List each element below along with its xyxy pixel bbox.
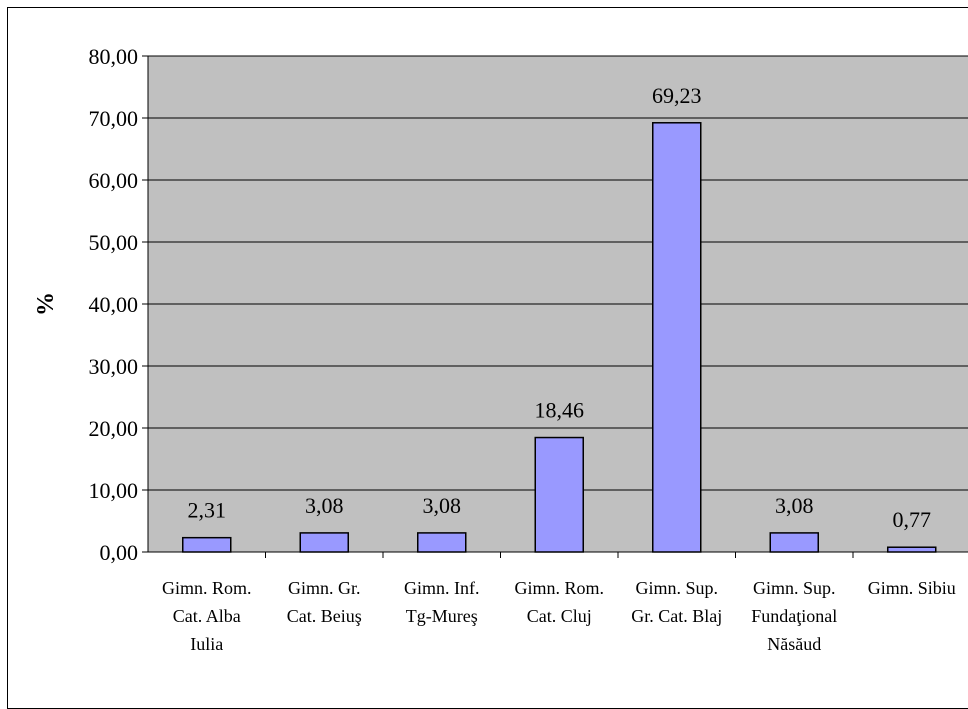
bar xyxy=(182,536,232,553)
x-tick-label: Gimn. Inf. Tg-Mureş xyxy=(404,578,480,626)
bars xyxy=(182,122,937,553)
y-tick-label: 0,00 xyxy=(100,540,139,565)
x-tick-label-line: Cat. Beiuş xyxy=(287,606,362,626)
gridlines xyxy=(148,55,968,491)
y-tick-label: 70,00 xyxy=(89,106,139,131)
x-tick-label-line: Gimn. Sibiu xyxy=(868,578,956,598)
data-label: 2,31 xyxy=(188,498,227,523)
x-tick-label: Gimn. Gr. Cat. Beiuş xyxy=(287,578,362,626)
y-axis-label: % xyxy=(33,292,59,316)
x-tick-label: Gimn. Sibiu xyxy=(868,578,956,598)
x-tick-label-line: Gimn. Rom. xyxy=(162,578,252,598)
x-tick-label-line: Cat. Alba xyxy=(173,606,241,626)
x-tick-label-line: Gimn. Sup. xyxy=(753,578,836,598)
data-label: 3,08 xyxy=(305,493,344,518)
y-tick-label: 50,00 xyxy=(89,230,139,255)
x-tick-label-line: Gimn. Gr. xyxy=(288,578,361,598)
bar xyxy=(534,436,584,553)
axes xyxy=(142,55,968,558)
y-tick-label: 20,00 xyxy=(89,416,139,441)
bar xyxy=(769,532,819,553)
x-tick-label: Gimn. Sup. Gr. Cat. Blaj xyxy=(631,578,722,626)
y-tick-label: 40,00 xyxy=(89,292,139,317)
bar xyxy=(417,532,467,553)
data-label: 3,08 xyxy=(423,493,462,518)
x-tick-label-line: Gimn. Rom. xyxy=(514,578,604,598)
x-tick-label-line: Fundaţional xyxy=(751,606,837,626)
y-tick-label: 10,00 xyxy=(89,478,139,503)
x-tick-label: Gimn. Rom. Cat. Alba Iulia xyxy=(162,578,252,654)
x-tick-label-line: Cat. Cluj xyxy=(527,606,592,626)
y-tick-label: 30,00 xyxy=(89,354,139,379)
y-tick-label: 80,00 xyxy=(89,44,139,69)
x-tick-labels: Gimn. Rom. Cat. Alba Iulia Gimn. Gr. Cat. Be… xyxy=(162,578,956,654)
y-tick-label: 60,00 xyxy=(89,168,139,193)
x-tick-label: Gimn. Sup. Fundaţional Năsăud xyxy=(751,578,837,654)
data-label: 0,77 xyxy=(893,507,932,532)
x-tick-label-line: Gimn. Inf. xyxy=(404,578,480,598)
bar xyxy=(299,532,349,553)
x-tick-label-line: Năsăud xyxy=(767,634,821,654)
value-labels: 2,31 3,08 3,08 18,46 69,23 3,08 0,77 xyxy=(188,83,932,532)
x-tick-label-line: Gimn. Sup. xyxy=(635,578,718,598)
x-tick-label: Gimn. Rom. Cat. Cluj xyxy=(514,578,604,626)
bar xyxy=(652,122,702,553)
x-tick-label-line: Iulia xyxy=(190,634,223,654)
y-tick-labels: 0,00 10,00 20,00 30,00 40,00 50,00 60,00 70,00 8… xyxy=(89,44,139,565)
data-label: 3,08 xyxy=(775,493,814,518)
bar xyxy=(887,546,937,553)
x-tick-label-line: Tg-Mureş xyxy=(406,606,478,626)
data-label: 69,23 xyxy=(652,83,702,108)
bar-chart: 0,00 10,00 20,00 30,00 40,00 50,00 60,00 70,00 8… xyxy=(33,44,968,654)
x-tick-label-line: Gr. Cat. Blaj xyxy=(631,606,722,626)
data-label: 18,46 xyxy=(535,398,585,423)
